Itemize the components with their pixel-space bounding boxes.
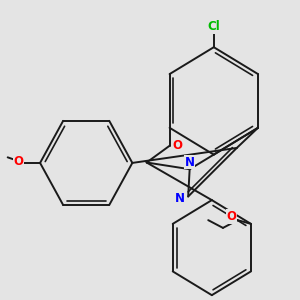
Text: Cl: Cl [207,20,220,33]
Text: O: O [173,139,183,152]
Text: O: O [14,155,24,168]
Text: O: O [226,210,236,223]
Text: N: N [185,156,195,169]
Text: N: N [175,191,185,205]
